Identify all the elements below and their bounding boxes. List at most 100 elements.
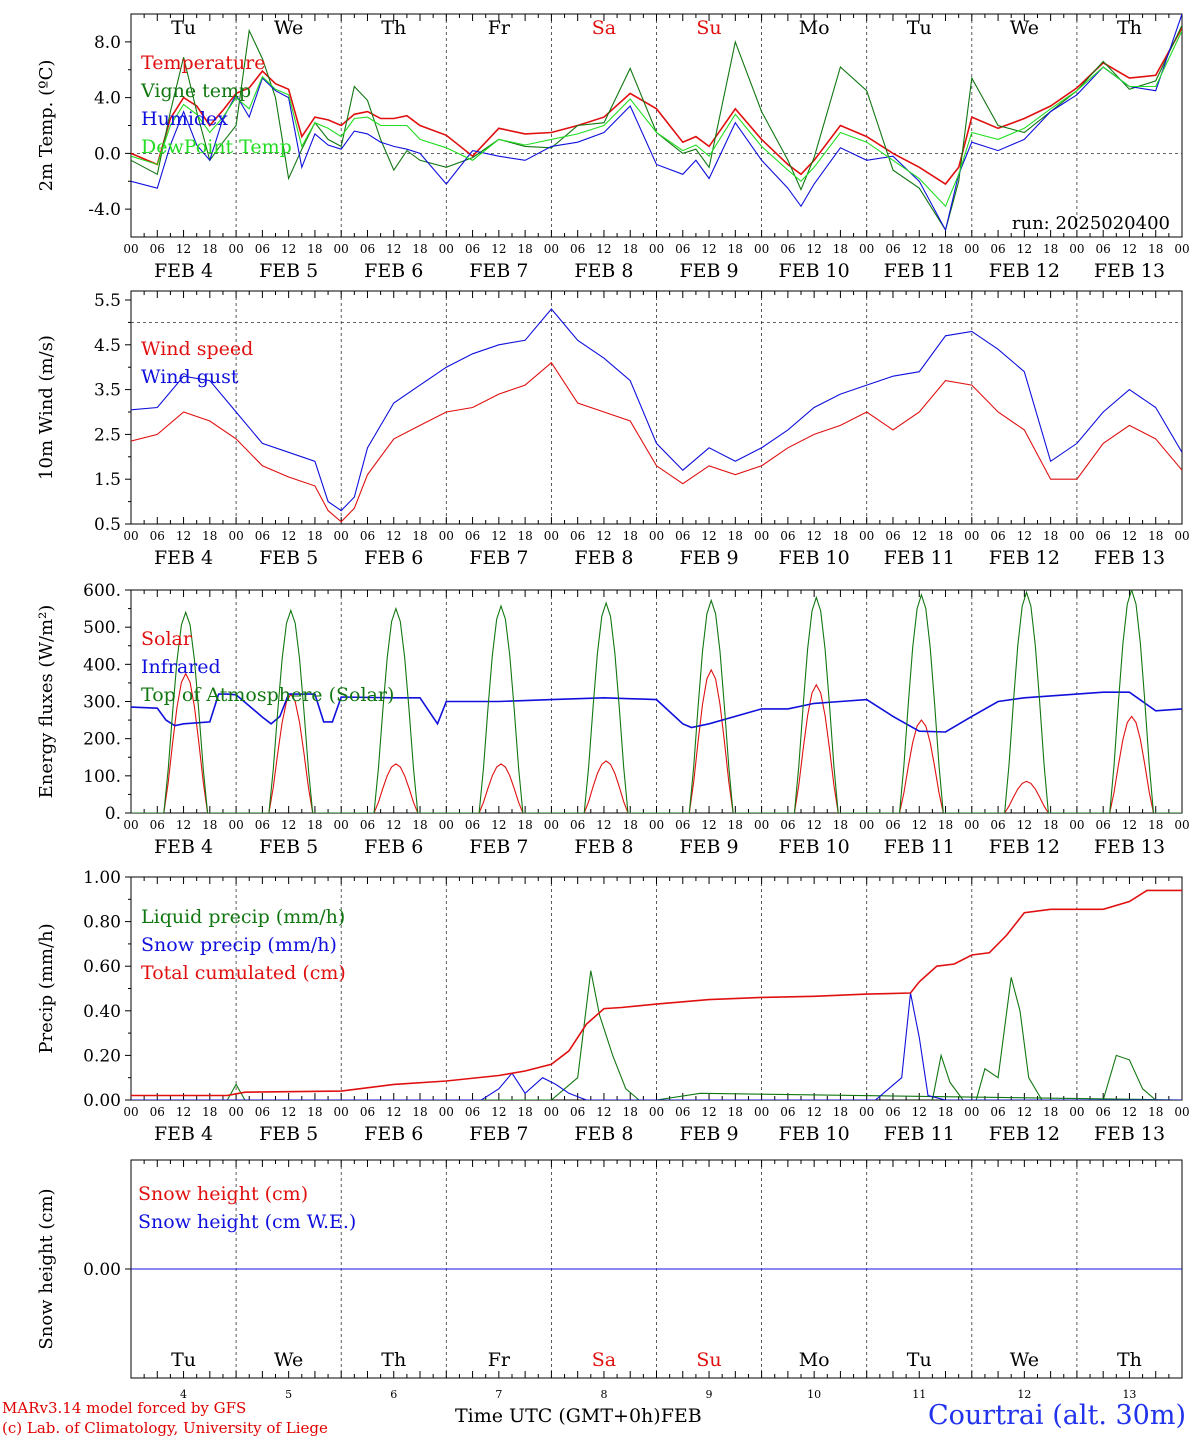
temperature-hour-label: 12 — [1122, 242, 1137, 256]
energy-hour-label: 00 — [1069, 818, 1084, 832]
precip-date-label: FEB 12 — [989, 1123, 1060, 1145]
precip-hour-label: 00 — [439, 1105, 454, 1119]
energy-hour-label: 18 — [938, 818, 953, 832]
energy-date-label: FEB 5 — [259, 836, 318, 858]
energy-hour-label: 00 — [334, 818, 349, 832]
energy-date-label: FEB 8 — [574, 836, 633, 858]
temperature-hour-label: 00 — [228, 242, 243, 256]
temperature-hour-label: 00 — [1174, 242, 1189, 256]
precip-legend-item: Total cumulated (cm) — [141, 962, 346, 984]
precip-legend-item: Snow precip (mm/h) — [141, 934, 337, 956]
energy-date-label: FEB 10 — [779, 836, 850, 858]
temperature-hour-label: 12 — [701, 242, 716, 256]
energy-ytick-label: 600. — [83, 581, 121, 601]
wind-hour-label: 06 — [1096, 529, 1111, 543]
precip-hour-label: 12 — [701, 1105, 716, 1119]
wind-hour-label: 12 — [281, 529, 296, 543]
temperature-weekday-label: Th — [1117, 17, 1142, 39]
energy-hour-label: 06 — [570, 818, 585, 832]
precip-series-snow-precip-mm-h- — [131, 992, 1182, 1100]
temperature-hour-label: 18 — [412, 242, 427, 256]
energy-hour-label: 00 — [544, 818, 559, 832]
precip-hour-label: 18 — [517, 1105, 532, 1119]
panel-precip: 1.00 0.80 0.60 0.40 0.20 0.00 Precip (mm/h) 00 0… — [36, 868, 1190, 1145]
temperature-ytick-label: 4.0 — [94, 89, 121, 109]
energy-hour-label: 00 — [754, 818, 769, 832]
temperature-hour-label: 18 — [1043, 242, 1058, 256]
energy-hour-label: 12 — [912, 818, 927, 832]
temperature-hour-label: 00 — [649, 242, 664, 256]
temperature-legend-item: Temperature — [141, 52, 265, 74]
wind-hour-label: 12 — [596, 529, 611, 543]
snow-weekday-label: Mo — [799, 1349, 830, 1371]
wind-ytick-label: 0.5 — [94, 515, 121, 535]
wind-hour-label: 12 — [386, 529, 401, 543]
wind-hour-label: 12 — [912, 529, 927, 543]
wind-hour-label: 12 — [1122, 529, 1137, 543]
energy-ytick-label: 300. — [83, 693, 121, 713]
temperature-hour-label: 00 — [964, 242, 979, 256]
station-name: Courtrai (alt. 30m) — [927, 1400, 1186, 1431]
time-axis-title: Time UTC (GMT+0h)FEB — [455, 1405, 702, 1427]
precip-hour-label: 18 — [412, 1105, 427, 1119]
wind-hour-label: 12 — [807, 529, 822, 543]
temperature-run-annotation: run: 2025020400 — [1012, 213, 1170, 234]
energy-series-solar — [131, 668, 1182, 813]
wind-legend-item: Wind gust — [141, 366, 239, 388]
temperature-hour-label: 06 — [780, 242, 795, 256]
precip-hour-label: 06 — [675, 1105, 690, 1119]
energy-hour-label: 12 — [1017, 818, 1032, 832]
precip-hour-label: 18 — [1148, 1105, 1163, 1119]
temperature-hour-label: 12 — [281, 242, 296, 256]
precip-date-label: FEB 13 — [1094, 1123, 1165, 1145]
wind-ylabel: 10m Wind (m/s) — [36, 335, 57, 480]
precip-hour-label: 00 — [1174, 1105, 1189, 1119]
energy-date-label: FEB 4 — [154, 836, 213, 858]
precip-date-label: FEB 7 — [469, 1123, 528, 1145]
energy-hour-label: 06 — [780, 818, 795, 832]
temperature-weekday-label: Su — [696, 17, 721, 39]
energy-date-label: FEB 13 — [1094, 836, 1165, 858]
precip-ytick-label: 0.80 — [83, 913, 121, 933]
snow-weekday-label: Sa — [592, 1349, 616, 1371]
precip-ytick-label: 0.60 — [83, 957, 121, 977]
precip-hour-label: 00 — [334, 1105, 349, 1119]
wind-date-label: FEB 8 — [574, 547, 633, 569]
wind-hour-label: 06 — [255, 529, 270, 543]
energy-hour-label: 12 — [1122, 818, 1137, 832]
precip-hour-label: 12 — [386, 1105, 401, 1119]
precip-hour-label: 06 — [360, 1105, 375, 1119]
precip-date-label: FEB 10 — [779, 1123, 850, 1145]
precip-hour-label: 18 — [1043, 1105, 1058, 1119]
snow-day-number: 9 — [706, 1388, 713, 1401]
temperature-date-label: FEB 5 — [259, 260, 318, 282]
wind-date-label: FEB 5 — [259, 547, 318, 569]
snow-legend-item: Snow height (cm W.E.) — [138, 1211, 356, 1233]
energy-legend-item: Top of Atmosphere (Solar) — [141, 684, 394, 706]
temperature-series-dewpoint-temp — [131, 30, 1182, 208]
temperature-date-label: FEB 9 — [679, 260, 738, 282]
wind-hour-label: 00 — [649, 529, 664, 543]
energy-date-label: FEB 9 — [679, 836, 738, 858]
wind-ytick-label: 4.5 — [94, 336, 121, 356]
copyright-line: (c) Lab. of Climatology, University of L… — [2, 1419, 328, 1437]
temperature-date-label: FEB 11 — [884, 260, 955, 282]
panel-temperature: 8.0 4.0 0.0 -4.0 2m Temp. (ºC) 00 06 12 18 FEB 4 0… — [36, 13, 1190, 282]
precip-legend-item: Liquid precip (mm/h) — [141, 906, 345, 928]
wind-hour-label: 00 — [1174, 529, 1189, 543]
snow-weekday-label: We — [1010, 1349, 1039, 1371]
panel-snow: 0.00 Snow height (cm) Tu We Th Fr Sa Su Mo Tu We Th… — [36, 1159, 1183, 1401]
snow-ytick-label: 0.00 — [83, 1260, 121, 1280]
precip-hour-label: 12 — [596, 1105, 611, 1119]
precip-hour-label: 12 — [176, 1105, 191, 1119]
precip-hour-label: 18 — [938, 1105, 953, 1119]
precip-ylabel: Precip (mm/h) — [36, 923, 57, 1053]
energy-series-group — [131, 590, 1182, 813]
snow-ylabel: Snow height (cm) — [36, 1188, 57, 1349]
temperature-date-label: FEB 10 — [779, 260, 850, 282]
precip-hour-label: 00 — [544, 1105, 559, 1119]
snow-day-number: 5 — [285, 1388, 292, 1401]
temperature-hour-label: 06 — [465, 242, 480, 256]
wind-hour-label: 12 — [491, 529, 506, 543]
wind-hour-label: 06 — [570, 529, 585, 543]
